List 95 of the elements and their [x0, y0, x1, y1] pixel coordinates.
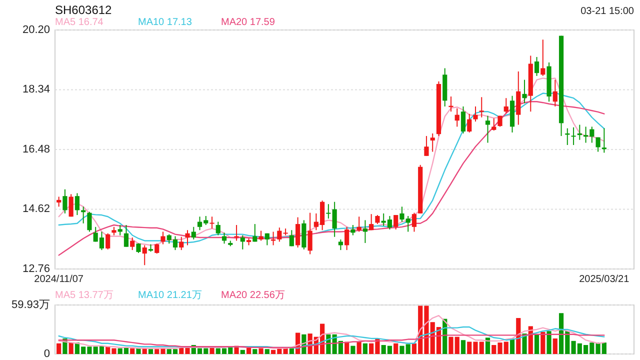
candlestick	[467, 113, 472, 133]
line-series	[58, 334, 605, 348]
candlestick	[394, 214, 398, 230]
candlestick	[160, 231, 166, 245]
candlestick	[534, 56, 540, 76]
candlestick	[68, 194, 74, 218]
y-tick-label: 18.34	[22, 84, 50, 96]
candlestick	[424, 136, 429, 156]
y-tick-label: 59.93万	[11, 298, 50, 311]
text: MA10 17.13	[138, 17, 192, 28]
text: MA10 21.21万	[138, 290, 202, 301]
candlestick	[252, 224, 258, 242]
line-series	[58, 314, 605, 349]
candlestick	[492, 118, 496, 132]
y-tick-label: 16.48	[22, 143, 50, 156]
bar	[460, 340, 466, 354]
candlestick	[118, 224, 122, 236]
y-tick-label: 0	[44, 348, 50, 360]
bar	[350, 346, 356, 354]
candlestick	[473, 106, 478, 122]
candlestick	[460, 106, 466, 134]
bar	[264, 349, 270, 354]
candlestick	[81, 206, 86, 224]
bar	[394, 343, 398, 354]
text: MA20 17.59	[221, 17, 276, 28]
text: MA20 22.56万	[221, 290, 285, 301]
bar	[362, 343, 368, 354]
x-tick-label: 2024/11/07	[34, 274, 84, 285]
candlestick	[87, 211, 92, 232]
candlestick	[185, 230, 190, 246]
candlestick	[516, 70, 521, 126]
candlestick	[344, 226, 350, 251]
bar	[546, 331, 552, 354]
candlestick	[216, 221, 220, 236]
candlestick	[596, 136, 600, 152]
candlestick	[240, 234, 245, 250]
candlestick	[296, 216, 300, 248]
candlestick	[308, 212, 312, 255]
candlestick	[602, 128, 606, 154]
bar	[289, 348, 294, 354]
candlestick	[412, 212, 417, 232]
candlestick	[552, 79, 558, 107]
candlestick	[258, 230, 264, 242]
candlestick	[191, 226, 196, 240]
candlestick	[540, 39, 546, 76]
text: MA5 13.77万	[55, 290, 114, 301]
candlestick	[289, 230, 294, 247]
candlestick	[485, 115, 490, 144]
text: MA5 16.74	[55, 17, 104, 28]
candlestick	[430, 132, 435, 152]
candlestick	[369, 214, 374, 231]
candlestick	[577, 124, 582, 140]
bar	[552, 338, 558, 354]
y-tick-label: 20.20	[22, 24, 50, 36]
candlestick	[210, 216, 214, 230]
bar	[210, 347, 214, 354]
bar	[356, 342, 362, 354]
bar	[130, 348, 135, 354]
bar	[258, 348, 264, 354]
y-tick-label: 12.76	[22, 262, 50, 275]
candlestick	[74, 192, 80, 216]
candlestick	[454, 108, 460, 128]
candlestick	[571, 126, 576, 146]
text: 03-21 15:00	[580, 6, 634, 17]
candlestick	[332, 201, 337, 238]
candlestick	[504, 98, 508, 114]
bar	[344, 342, 350, 354]
candlestick	[56, 196, 62, 208]
candlestick	[338, 238, 343, 251]
candlestick	[234, 224, 239, 242]
candlestick	[62, 188, 68, 214]
candlestick	[362, 220, 368, 244]
bar	[56, 343, 62, 354]
bar	[540, 332, 546, 354]
candlestick	[179, 236, 184, 251]
candlestick	[222, 232, 227, 244]
y-tick-label: 14.62	[22, 203, 50, 216]
candlestick	[124, 224, 129, 248]
candlestick	[142, 244, 147, 266]
candlestick	[479, 96, 484, 118]
candlestick	[130, 237, 135, 251]
candlestick	[154, 243, 160, 254]
bar	[252, 349, 258, 354]
bar	[485, 338, 490, 354]
candlestick	[106, 232, 110, 250]
x-tick-label: 2025/03/21	[579, 274, 630, 285]
candlestick	[522, 79, 527, 104]
bar	[68, 342, 74, 354]
candlestick	[356, 216, 362, 232]
bar	[148, 349, 154, 354]
bar	[240, 350, 245, 354]
chart-title: SH603612	[55, 3, 112, 17]
candlestick	[326, 204, 331, 220]
bar	[534, 334, 540, 354]
candlestick	[350, 224, 356, 236]
